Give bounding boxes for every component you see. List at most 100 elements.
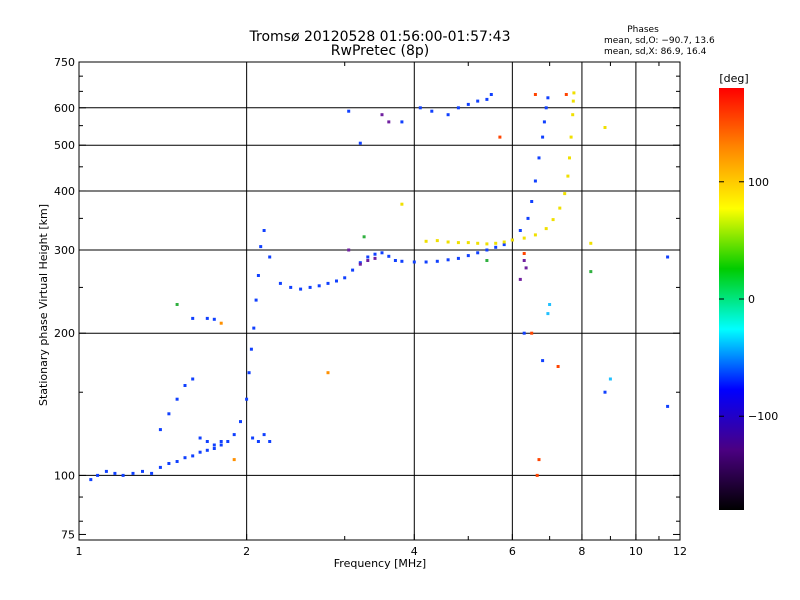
x-tick-label: 12: [673, 545, 687, 558]
data-point: [150, 471, 154, 475]
data-point: [326, 281, 330, 285]
data-point: [546, 96, 550, 100]
data-point: [380, 113, 384, 117]
y-tick-label: 750: [54, 56, 75, 69]
data-point: [435, 239, 439, 243]
data-point: [232, 433, 236, 437]
data-point: [494, 245, 498, 249]
data-point: [366, 255, 370, 259]
data-point: [518, 229, 522, 232]
data-point: [393, 259, 397, 262]
data-point: [424, 239, 428, 243]
phases-header: Phases: [627, 25, 659, 35]
y-axis: 75 100 200 300 400 500 600 750: [54, 56, 680, 541]
data-point: [256, 274, 260, 277]
data-point: [476, 99, 480, 103]
data-point: [535, 473, 539, 477]
data-point: [205, 316, 209, 320]
data-point: [366, 259, 370, 262]
data-point: [542, 120, 546, 124]
data-point: [424, 260, 428, 264]
data-point: [373, 252, 377, 256]
data-point: [430, 109, 434, 113]
x-tick-label: 4: [411, 545, 418, 558]
data-point: [317, 284, 321, 288]
data-point: [603, 126, 607, 129]
y-tick-label: 500: [54, 139, 75, 152]
data-points: [89, 91, 670, 482]
data-point: [589, 270, 593, 274]
data-point: [510, 238, 514, 242]
x-axis: 1 2 4 6 8 10 12: [76, 62, 687, 558]
data-point: [249, 347, 253, 351]
data-point: [537, 156, 541, 160]
y-tick-label: 300: [54, 244, 75, 257]
data-point: [387, 254, 391, 258]
data-point: [175, 397, 179, 401]
data-point: [608, 377, 612, 381]
data-point: [569, 135, 573, 139]
colorbar-tick-label: 100: [748, 176, 769, 189]
data-point: [358, 262, 362, 266]
data-point: [446, 258, 450, 262]
data-point: [167, 412, 171, 416]
data-point: [544, 227, 548, 231]
data-point: [558, 206, 562, 210]
data-point: [259, 245, 263, 249]
data-point: [212, 447, 216, 450]
colorbar-label: [deg]: [719, 72, 748, 85]
data-point: [400, 202, 404, 206]
data-point: [603, 390, 607, 394]
data-point: [522, 236, 526, 240]
data-point: [400, 259, 404, 263]
data-point: [556, 365, 560, 368]
data-point: [541, 135, 545, 139]
data-point: [546, 312, 550, 316]
data-point: [563, 192, 567, 196]
data-point: [589, 241, 593, 245]
data-point: [571, 99, 575, 103]
chart-subtitle: RwPretec (8p): [331, 43, 429, 59]
x-tick-label: 8: [578, 545, 585, 558]
data-point: [548, 303, 552, 306]
plot-frame: [78, 61, 681, 541]
data-point: [268, 440, 272, 443]
data-point: [212, 317, 216, 321]
data-point: [572, 91, 576, 95]
data-point: [104, 469, 108, 473]
data-point: [446, 240, 450, 244]
data-point: [400, 120, 404, 124]
data-point: [485, 242, 489, 246]
data-point: [278, 281, 282, 285]
data-point: [256, 440, 260, 443]
data-point: [530, 200, 534, 203]
data-point: [373, 256, 377, 260]
data-point: [96, 473, 100, 477]
y-tick-label: 600: [54, 102, 75, 115]
data-point: [251, 436, 255, 440]
data-point: [537, 458, 541, 462]
data-point: [299, 287, 303, 291]
data-point: [205, 440, 209, 443]
data-point: [544, 106, 548, 110]
data-point: [485, 259, 489, 262]
data-point: [351, 268, 355, 272]
data-point: [571, 113, 575, 117]
data-point: [113, 471, 117, 475]
data-point: [247, 371, 251, 375]
data-point: [131, 471, 135, 475]
data-point: [191, 316, 195, 320]
data-point: [498, 135, 502, 139]
data-point: [502, 240, 506, 244]
data-point: [466, 102, 470, 106]
data-point: [551, 218, 555, 222]
data-point: [485, 97, 489, 101]
data-point: [456, 241, 460, 245]
y-tick-label: 200: [54, 327, 75, 340]
data-point: [502, 243, 506, 247]
data-point: [262, 433, 266, 437]
data-point: [526, 216, 530, 220]
data-point: [252, 326, 256, 330]
data-point: [435, 259, 439, 263]
data-point: [564, 93, 568, 96]
